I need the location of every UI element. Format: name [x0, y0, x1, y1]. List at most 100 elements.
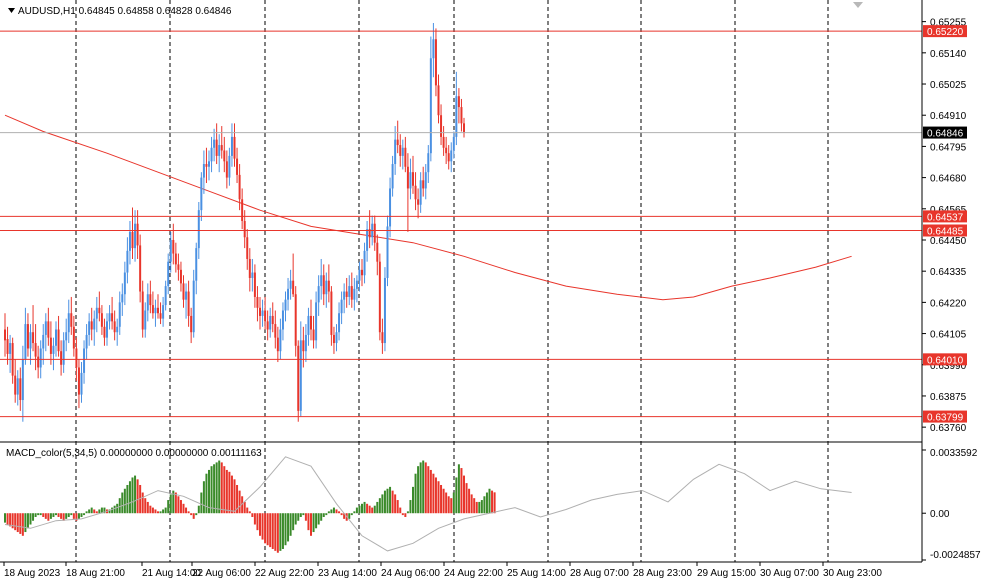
macd-panel[interactable] — [4, 456, 852, 553]
level-tag-label: 0.63799 — [927, 413, 964, 424]
macd-bar — [373, 505, 376, 514]
candle-body — [172, 239, 175, 254]
macd-bar — [299, 513, 302, 517]
macd-bar — [169, 494, 172, 514]
macd-bar — [343, 513, 346, 519]
macd-bar — [279, 513, 282, 551]
candle — [34, 324, 37, 371]
macd-bar — [238, 490, 241, 514]
candle — [169, 231, 172, 273]
candle-body — [14, 375, 17, 395]
candle — [26, 313, 29, 357]
candle — [62, 332, 65, 373]
candle — [24, 307, 27, 365]
symbol-menu-arrow-icon[interactable] — [8, 8, 15, 13]
candle-body — [174, 253, 177, 265]
candle — [312, 315, 315, 349]
candle — [259, 296, 261, 330]
price-tick-label: 0.64565 — [930, 205, 967, 216]
macd-bar — [55, 513, 57, 516]
candle — [144, 302, 147, 338]
candle-body — [294, 294, 297, 346]
candle-body — [134, 223, 137, 249]
time-tick-label: 30 Aug 23:00 — [823, 568, 882, 579]
candle-body — [108, 313, 111, 322]
candle — [52, 337, 55, 371]
candle — [429, 36, 432, 162]
candle-body — [312, 329, 315, 341]
candle — [320, 258, 323, 300]
candle — [417, 188, 420, 219]
candle-body — [90, 321, 93, 330]
candle — [111, 296, 114, 330]
macd-bar — [261, 513, 264, 540]
candle — [185, 283, 188, 319]
candle — [445, 136, 448, 165]
candle — [16, 370, 19, 406]
candle-body — [192, 280, 195, 333]
macd-bar — [284, 513, 287, 546]
macd-signal-line — [4, 456, 852, 552]
candle — [60, 340, 63, 376]
macd-bar — [394, 494, 397, 514]
macd-bar — [361, 503, 363, 514]
price-axis[interactable]: 0.65255 0.65140 0.65025 0.64910 0.64795 0.646… — [922, 18, 967, 435]
macd-bar — [310, 513, 312, 536]
candle — [100, 305, 103, 335]
candle-body — [243, 221, 246, 238]
macd-bar — [34, 513, 37, 517]
macd-bar — [447, 496, 450, 514]
candle-body — [271, 315, 274, 325]
candle-body — [34, 343, 37, 357]
macd-bar — [460, 468, 463, 514]
macd-bar — [195, 513, 198, 516]
candle — [269, 307, 272, 338]
candle-body — [414, 185, 417, 200]
candle — [366, 221, 369, 262]
scroll-shift-marker-icon[interactable] — [853, 2, 863, 8]
candle — [353, 277, 356, 311]
candle-body — [429, 58, 432, 154]
macd-bar — [463, 475, 465, 514]
macd-bar — [162, 509, 165, 514]
macd-bar — [118, 498, 121, 514]
candle-body — [123, 272, 126, 295]
candle-body — [378, 261, 381, 333]
candle — [202, 150, 205, 194]
price-panel[interactable] — [0, 22, 922, 422]
macd-bar — [297, 513, 300, 521]
candle-body — [72, 326, 75, 349]
macd-bar — [427, 466, 430, 514]
macd-bar — [322, 513, 325, 517]
candle-body — [238, 174, 241, 200]
candle — [32, 305, 35, 352]
macd-bar — [223, 466, 226, 514]
candle-body — [205, 164, 208, 167]
candle-body — [106, 321, 108, 338]
candle-body — [151, 305, 154, 314]
horizontal-levels[interactable] — [0, 30, 922, 418]
macd-bar — [475, 501, 478, 514]
macd-bar — [159, 511, 162, 514]
candle-body — [83, 348, 86, 373]
candle-body — [299, 340, 302, 411]
macd-bar — [452, 492, 455, 514]
macd-bar — [246, 507, 249, 514]
candle — [187, 280, 190, 327]
macd-bar — [236, 484, 239, 514]
macd-bar — [95, 511, 98, 514]
macd-bar — [83, 513, 86, 516]
macd-bar — [149, 505, 152, 514]
candle-body — [315, 302, 318, 341]
macd-bar — [442, 488, 445, 514]
candle-body — [248, 258, 251, 278]
macd-bar — [366, 503, 369, 514]
candle-body — [169, 239, 172, 262]
candle — [88, 313, 91, 346]
macd-bar — [241, 496, 244, 514]
macd-bar — [470, 494, 473, 514]
candle-body — [146, 294, 149, 311]
